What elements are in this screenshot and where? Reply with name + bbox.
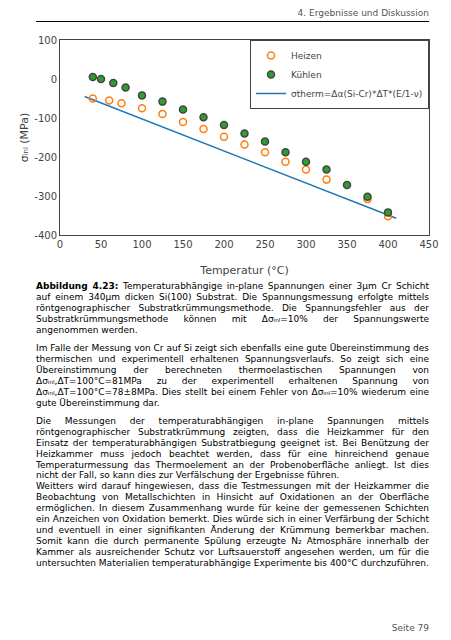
svg-text:100: 100 xyxy=(132,239,151,250)
html-text:Abbildung 4.23: Temperaturabhä: Abbildung 4.23: Temperaturabhängige in-p… xyxy=(36,281,429,335)
svg-text:300: 300 xyxy=(296,239,315,250)
svg-text:Temperatur (°C): Temperatur (°C) xyxy=(199,264,288,277)
svg-text:0: 0 xyxy=(57,239,63,250)
html-text:4. Ergebnisse und Diskussion: 4. Ergebnisse und Diskussion xyxy=(297,8,429,18)
svg-text:50: 50 xyxy=(95,239,108,250)
svg-text:-400: -400 xyxy=(34,229,57,240)
svg-text:-300: -300 xyxy=(34,190,57,201)
svg-text:200: 200 xyxy=(214,239,233,250)
svg-text:400: 400 xyxy=(378,239,397,250)
svg-text:150: 150 xyxy=(173,239,192,250)
svg-text:Kühlen: Kühlen xyxy=(291,70,322,80)
svg-text:-200: -200 xyxy=(34,151,57,162)
svg-text:Heizen: Heizen xyxy=(291,51,322,61)
svg-text:σtherm=Δα(Si-Cr)*ΔT*(E/1-ν): σtherm=Δα(Si-Cr)*ΔT*(E/1-ν) xyxy=(291,89,422,99)
svg-text:250: 250 xyxy=(255,239,274,250)
html-text:Seite 79: Seite 79 xyxy=(391,623,429,633)
html-text:Im Falle der Messung von Cr au: Im Falle der Messung von Cr auf Si zeigt… xyxy=(36,342,429,408)
svg-text:σᵢₙₗ (MPa): σᵢₙₗ (MPa) xyxy=(18,113,31,163)
svg-text:350: 350 xyxy=(337,239,356,250)
svg-text:100: 100 xyxy=(38,34,57,45)
svg-text:-100: -100 xyxy=(34,112,57,123)
svg-text:0: 0 xyxy=(51,73,57,84)
svg-text:450: 450 xyxy=(419,239,438,250)
html-text:Die Messungen der temperaturab: Die Messungen der temperaturabhängigen i… xyxy=(36,415,429,569)
